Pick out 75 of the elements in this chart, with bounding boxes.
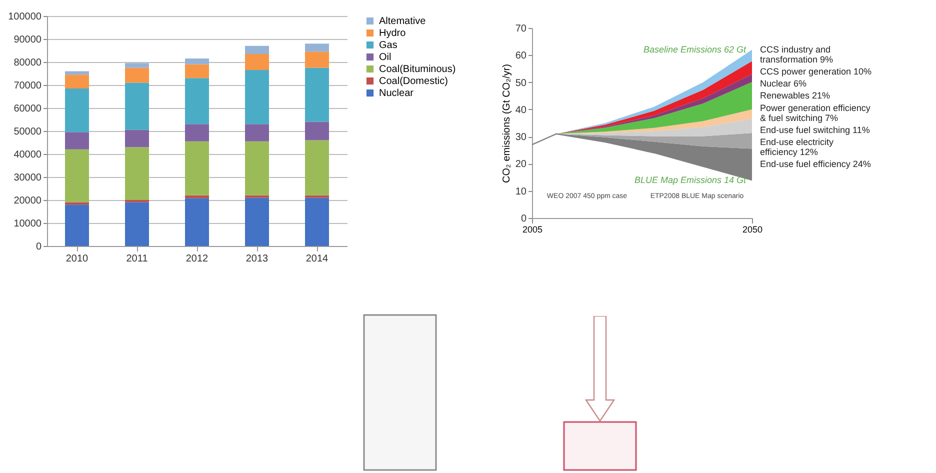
- legend-label: Gas: [379, 40, 398, 51]
- bar: [185, 141, 209, 196]
- y-tick-label: 60: [515, 50, 527, 62]
- series-label: Power generation efficiency & fuel switching 7%: [760, 103, 871, 124]
- bar: [185, 78, 209, 124]
- series-label: CCS industry and transformation 9%: [760, 44, 834, 64]
- bar: [65, 74, 89, 88]
- y-tick-label: 10: [515, 186, 527, 198]
- bar: [305, 140, 329, 196]
- legend-label: Altemative: [379, 16, 426, 27]
- y-tick-label: 50000: [14, 126, 42, 138]
- legend-label: Nuclear: [379, 88, 414, 99]
- bar: [125, 82, 149, 130]
- y-tick-label: 70000: [14, 80, 42, 92]
- legend-label: Oil: [379, 52, 392, 63]
- series-label: End-use fuel efficiency 24%: [760, 159, 871, 170]
- y-tick-label: 30000: [14, 172, 42, 184]
- y-axis-title: CO₂ emissions (Gt CO₂/yr): [501, 64, 512, 183]
- bar: [305, 52, 329, 68]
- y-tick-label: 100000: [8, 12, 42, 22]
- bar: [305, 198, 329, 246]
- bar: [65, 149, 89, 202]
- y-tick-label: 0: [520, 214, 527, 224]
- bar: [185, 64, 209, 78]
- bar: [185, 198, 209, 246]
- y-tick-label: 80000: [14, 58, 42, 68]
- bar: [125, 68, 149, 83]
- bar: [305, 44, 329, 52]
- x-tick-label: 2011: [126, 254, 148, 264]
- x-tick-label: 2012: [186, 254, 209, 264]
- bar: [65, 71, 89, 75]
- y-tick-label: 30: [515, 132, 527, 144]
- bar: [125, 63, 149, 68]
- legend-label: Coal(Domestic): [379, 76, 448, 87]
- y-tick-label: 0: [36, 242, 42, 252]
- bar: [185, 124, 209, 142]
- bar: [185, 195, 209, 198]
- legend-label: Coal(Bituminous): [379, 64, 456, 75]
- y-tick-label: 70: [515, 24, 527, 34]
- bar: [245, 46, 269, 54]
- x-tick-label: 2013: [246, 254, 269, 264]
- series-label: Nuclear 6%: [760, 78, 807, 88]
- annotation: BLUE Map Emissions 14 Gt: [634, 175, 746, 185]
- legend-label: Hydro: [379, 28, 406, 39]
- bar: [245, 54, 269, 70]
- bar: [245, 198, 269, 246]
- bar: [185, 58, 209, 64]
- x-tick-label: 2014: [306, 254, 329, 264]
- bar: [245, 141, 269, 196]
- y-tick-label: 20: [515, 159, 527, 170]
- series-label: End-use fuel switching 11%: [760, 125, 870, 136]
- y-tick-label: 40: [515, 104, 527, 116]
- bar: [245, 124, 269, 142]
- bar: [125, 147, 149, 200]
- bar: [65, 88, 89, 132]
- y-tick-label: 50: [515, 78, 527, 89]
- y-tick-label: 90000: [14, 34, 42, 46]
- y-tick-label: 20000: [14, 196, 42, 206]
- x-tick-label: 2050: [742, 224, 763, 234]
- series-label: Renewables 21%: [760, 90, 830, 100]
- bar: [65, 204, 89, 246]
- x-tick-label: 2010: [66, 254, 89, 264]
- y-tick-label: 40000: [14, 150, 42, 160]
- x-tick-label: 2005: [522, 224, 543, 234]
- bar: [305, 122, 329, 140]
- y-tick-label: 10000: [14, 218, 42, 230]
- series-label: CCS power generation 10%: [760, 66, 872, 76]
- y-tick-label: 60000: [14, 104, 42, 114]
- bar: [245, 70, 269, 124]
- annotation: Baseline Emissions 62 Gt: [643, 44, 746, 55]
- bar: [65, 132, 89, 150]
- bar: [125, 130, 149, 148]
- series-label: End-use electricity efficiency 12%: [760, 137, 834, 158]
- bar: [125, 202, 149, 246]
- bar: [305, 68, 329, 122]
